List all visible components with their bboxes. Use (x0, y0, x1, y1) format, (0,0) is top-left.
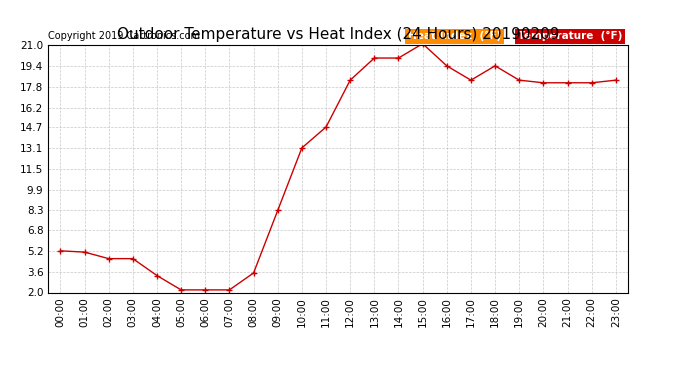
Text: Heat Index  (°F): Heat Index (°F) (408, 32, 501, 42)
Title: Outdoor Temperature vs Heat Index (24 Hours) 20190209: Outdoor Temperature vs Heat Index (24 Ho… (117, 27, 560, 42)
Text: Copyright 2019 Cartronics.com: Copyright 2019 Cartronics.com (48, 32, 200, 41)
Text: Temperature  (°F): Temperature (°F) (518, 32, 622, 42)
